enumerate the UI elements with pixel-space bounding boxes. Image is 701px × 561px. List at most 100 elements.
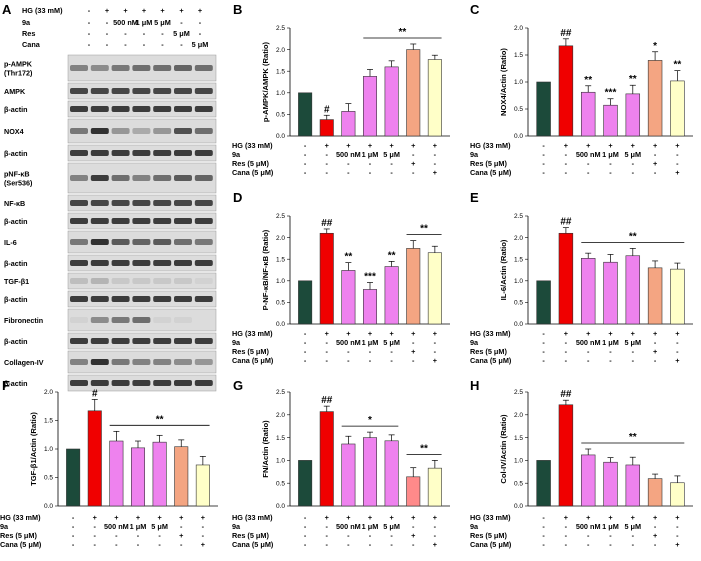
blot-band [153, 128, 172, 134]
blot-band [194, 359, 213, 365]
chart-panel-h: H 0.0 0.5 1.0 1.5 2.0 2.5 Col-IV/Actin (Ratio) #… [470, 378, 693, 549]
blot-band [70, 175, 88, 181]
condition-value: - [304, 338, 307, 347]
panel-label: H [470, 378, 479, 393]
blot-band [70, 106, 88, 112]
condition-label: HG (33 mM) [232, 141, 273, 150]
blot-band [174, 338, 192, 344]
y-tick-label: 2.5 [276, 389, 285, 396]
y-tick-label: 0.5 [44, 475, 53, 482]
blot-band [90, 128, 109, 134]
condition-value: - [369, 168, 372, 177]
blot-band [194, 65, 213, 71]
condition-value: 5 μM [383, 150, 400, 159]
panel-label: F [2, 378, 10, 393]
condition-value: + [346, 329, 350, 338]
condition-value: - [632, 168, 635, 177]
bar [647, 267, 663, 325]
y-tick-label: 1.0 [514, 79, 523, 86]
condition-value: + [675, 356, 679, 365]
blot-band [174, 106, 192, 112]
condition-value: 500 nM [576, 150, 601, 159]
condition-value: - [542, 540, 545, 549]
bar [152, 441, 167, 507]
blot-band [194, 175, 213, 181]
blot-band [194, 106, 213, 112]
significance-label: ** [629, 74, 637, 85]
significance-label: *** [364, 272, 376, 283]
condition-label: Cana (5 μM) [232, 540, 274, 549]
condition-value: + [631, 141, 635, 150]
blot-condition-value: - [199, 18, 202, 27]
blot-band [90, 218, 109, 224]
condition-value: + [631, 513, 635, 522]
blot-condition-value: 500 nM [113, 18, 138, 27]
condition-value: 5 μM [151, 522, 168, 531]
y-tick-label: 2.5 [276, 25, 285, 32]
blot-band [174, 128, 192, 134]
blot-band [153, 200, 172, 206]
blot-band-label: β-actin [4, 259, 28, 268]
blot-band [174, 260, 192, 266]
condition-value: - [632, 347, 635, 356]
condition-value: - [115, 540, 118, 549]
y-axis-label: FN/Actin (Ratio) [261, 420, 270, 478]
blot-condition-value: - [106, 40, 109, 49]
condition-value: - [115, 531, 118, 540]
condition-value: - [347, 540, 350, 549]
blot-band [132, 260, 151, 266]
blot-band [174, 278, 192, 284]
condition-value: + [564, 141, 568, 150]
condition-value: 500 nM [336, 150, 361, 159]
condition-value: + [368, 141, 372, 150]
bar [536, 460, 551, 507]
condition-value: 500 nM [104, 522, 129, 531]
condition-value: - [137, 531, 140, 540]
bar [406, 248, 421, 325]
condition-value: 5 μM [624, 338, 641, 347]
y-axis-label: TGF-β1/Actin (Ratio) [29, 412, 38, 486]
condition-value: - [304, 168, 307, 177]
significance-label: ** [629, 432, 637, 443]
bar [130, 447, 146, 507]
blot-band [70, 218, 88, 224]
blot-band [111, 200, 130, 206]
condition-value: + [93, 513, 97, 522]
blot-band [153, 218, 172, 224]
bar [580, 91, 596, 137]
blot-band [111, 175, 130, 181]
condition-value: - [390, 540, 393, 549]
bar [384, 66, 399, 137]
condition-value: - [412, 540, 415, 549]
condition-value: 1 μM [362, 522, 379, 531]
blot-condition-value: + [198, 6, 202, 15]
blot-band [174, 218, 192, 224]
condition-value: - [654, 540, 657, 549]
condition-value: - [609, 531, 612, 540]
condition-value: + [346, 141, 350, 150]
blot-band [90, 150, 109, 156]
condition-value: + [136, 513, 140, 522]
condition-value: + [411, 347, 415, 356]
condition-value: 500 nM [576, 522, 601, 531]
chart-panel-f: F 0.0 0.5 1.0 1.5 2.0 TGF-β1/Actin (Ratio) # ** H… [0, 378, 218, 549]
blot-condition-value: - [88, 40, 91, 49]
blot-band [174, 175, 192, 181]
condition-value: - [654, 168, 657, 177]
panel-label: C [470, 2, 480, 17]
blot-band [70, 278, 88, 284]
y-tick-label: 2.0 [44, 389, 53, 396]
blot-band [70, 317, 88, 323]
blot-condition-value: + [123, 6, 127, 15]
bar [406, 49, 421, 137]
blot-band [111, 380, 130, 386]
blot-band-label: β-actin [4, 217, 28, 226]
bar [87, 410, 102, 507]
condition-value: - [609, 356, 612, 365]
blot-condition-value: - [124, 29, 127, 38]
blot-band [70, 338, 88, 344]
y-tick-label: 0.5 [276, 300, 285, 307]
blot-band [111, 278, 130, 284]
blot-band [132, 317, 151, 323]
